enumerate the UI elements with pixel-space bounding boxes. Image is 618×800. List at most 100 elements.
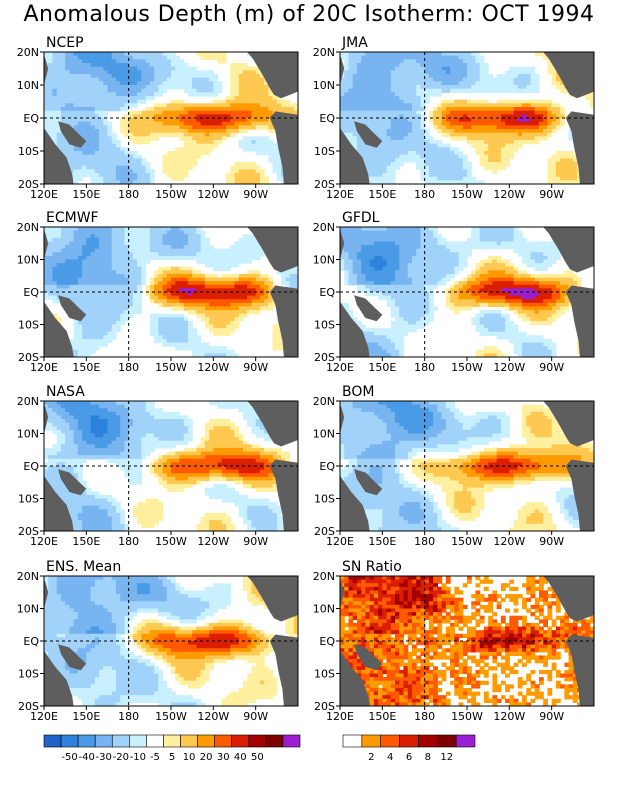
lon-tick-label: 90W (539, 188, 564, 201)
land-mass (340, 579, 345, 609)
lat-tick-label: 10N (17, 79, 39, 92)
colorbar-label: 30 (217, 752, 230, 763)
colorbar-swatch (231, 734, 250, 748)
panel-title: ECMWF (46, 210, 99, 226)
lon-tick-label: 120E (326, 361, 354, 374)
colorbar-swatch (455, 734, 476, 748)
lat-tick-label: 20S (314, 525, 335, 538)
lat-tick-label: 10S (314, 668, 335, 681)
lat-tick-label: 10N (17, 428, 39, 441)
lon-tick-label: 150W (155, 188, 187, 201)
land-mass (44, 650, 74, 706)
lon-tick-label: 150W (155, 361, 187, 374)
lat-tick-label: 20N (17, 46, 39, 59)
land-mass (340, 301, 370, 357)
lon-tick-label: 150W (451, 710, 483, 723)
lon-tick-label: 150W (451, 188, 483, 201)
lat-tick-label: 10N (17, 254, 39, 267)
lon-tick-label: 120W (197, 710, 229, 723)
colorbar-label: 4 (387, 752, 393, 763)
lat-tick-label: EQ (23, 286, 39, 299)
land-mass (58, 469, 87, 496)
colorbar-swatch (214, 734, 233, 748)
lat-tick-label: EQ (319, 460, 335, 473)
lon-tick-label: 180 (118, 188, 139, 201)
lon-tick-label: 150E (368, 535, 396, 548)
land-mass (354, 469, 383, 496)
lon-tick-label: 180 (414, 710, 435, 723)
land-mass (44, 404, 49, 434)
lat-tick-label: 20S (18, 351, 39, 364)
lat-tick-label: 10N (313, 428, 335, 441)
land-mass (565, 111, 594, 184)
land-mass (354, 295, 383, 322)
lon-tick-label: 120E (326, 535, 354, 548)
lat-tick-label: EQ (23, 460, 39, 473)
lat-tick-label: 20S (18, 178, 39, 191)
colorbar-swatch (180, 734, 198, 748)
lat-tick-label: EQ (319, 635, 335, 648)
lat-tick-label: 20N (313, 570, 335, 583)
colorbar-swatch (163, 734, 181, 748)
land-mass (340, 55, 345, 85)
colorbar-swatch (77, 734, 96, 748)
colorbar-swatch (418, 734, 438, 748)
colorbar-swatch (380, 734, 400, 748)
land-mass (44, 127, 74, 184)
lat-tick-label: 20N (313, 395, 335, 408)
lon-tick-label: 120E (30, 188, 58, 201)
lon-tick-label: 120W (197, 361, 229, 374)
land-mass (340, 650, 370, 706)
colorbar-swatch (361, 734, 382, 748)
lon-tick-label: 120W (493, 710, 525, 723)
land-mass (565, 459, 594, 531)
land-mass (247, 576, 298, 622)
map-panel: 120E 150E 180 150W 120W 90W 20N 10N EQ 10S 20S NASA (17, 384, 299, 548)
lon-tick-label: 150E (368, 361, 396, 374)
colorbar-swatch (43, 734, 62, 748)
land-mass (44, 475, 74, 531)
page-title: Anomalous Depth (m) of 20C Isotherm: OCT… (23, 2, 595, 27)
lat-tick-label: 10S (314, 493, 335, 506)
lat-tick-label: 10S (314, 145, 335, 158)
land-mass (58, 121, 87, 148)
land-mass (543, 227, 594, 273)
lat-tick-label: 20S (314, 178, 335, 191)
land-mass (354, 644, 383, 671)
land-mass (340, 404, 345, 434)
panel-title: NASA (46, 384, 85, 400)
colorbar-swatch (129, 734, 147, 748)
land-mass (44, 230, 49, 260)
lon-tick-label: 180 (118, 535, 139, 548)
colorbar-label: -40 (78, 752, 94, 763)
colorbar-label: 50 (251, 752, 264, 763)
lon-tick-label: 120W (197, 188, 229, 201)
land-mass (340, 127, 370, 184)
map-panel: 120E 150E 180 150W 120W 90W 20N 10N EQ 10S 20S SN R… (313, 559, 595, 723)
lat-tick-label: 10N (17, 603, 39, 616)
colorbar-swatch (60, 734, 79, 748)
colorbar-label: 6 (406, 752, 412, 763)
map-panel: 120E 150E 180 150W 120W 90W 20N 10N EQ 10S 20S ENS.… (17, 559, 299, 723)
lon-tick-label: 180 (414, 188, 435, 201)
lat-tick-label: EQ (23, 635, 39, 648)
lon-tick-label: 90W (539, 535, 564, 548)
lon-tick-label: 120E (30, 710, 58, 723)
lat-tick-label: 10S (314, 319, 335, 332)
lat-tick-label: 20N (313, 46, 335, 59)
lat-tick-label: 20S (314, 351, 335, 364)
colorbar-label: 40 (234, 752, 247, 763)
lon-tick-label: 150E (72, 361, 100, 374)
lat-tick-label: 20N (17, 570, 39, 583)
colorbar-label: -20 (113, 752, 129, 763)
lat-tick-label: 20N (17, 221, 39, 234)
panel-title: SN Ratio (342, 559, 402, 575)
map-panel: 120E 150E 180 150W 120W 90W 20N 10N EQ 10S 20S NCEP (17, 35, 299, 201)
colorbar-label: 2 (368, 752, 374, 763)
lon-tick-label: 90W (243, 535, 268, 548)
colorbar-swatch (146, 734, 164, 748)
colorbar-label: 10 (183, 752, 196, 763)
map-panel: 120E 150E 180 150W 120W 90W 20N 10N EQ 10S 20S BOM (313, 384, 595, 548)
lon-tick-label: 90W (243, 361, 268, 374)
